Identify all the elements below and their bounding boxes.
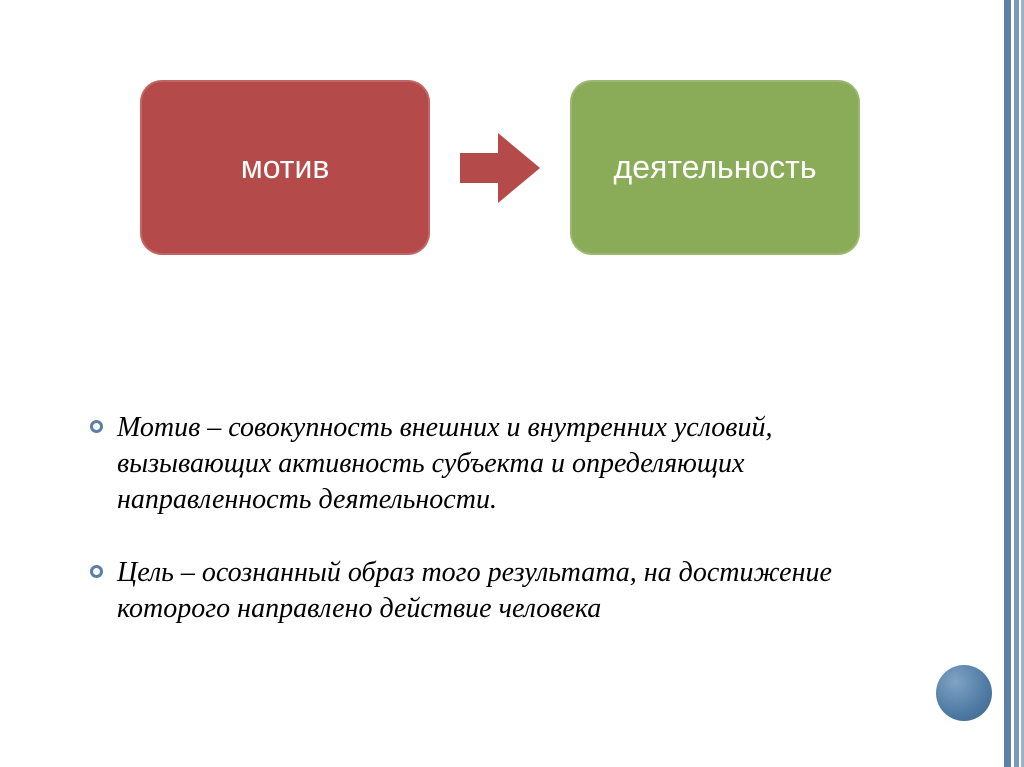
corner-decoration-icon [936,665,992,721]
arrow-icon [460,133,540,203]
list-item: Мотив – совокупность внешних и внутренни… [90,410,910,517]
bullet-icon [90,420,103,433]
bullet-list: Мотив – совокупность внешних и внутренни… [90,410,910,665]
list-item: Цель – осознанный образ того результата,… [90,555,910,627]
stripe [1004,0,1011,767]
bullet-text: Цель – осознанный образ того результата,… [117,555,910,627]
flow-diagram: мотив деятельность [140,80,860,255]
bullet-icon [90,565,103,578]
bullet-text: Мотив – совокупность внешних и внутренни… [117,410,910,517]
node-activity: деятельность [570,80,860,255]
side-stripes [1004,0,1024,767]
node-motive-label: мотив [241,149,330,186]
node-activity-label: деятельность [614,149,817,186]
node-motive: мотив [140,80,430,255]
